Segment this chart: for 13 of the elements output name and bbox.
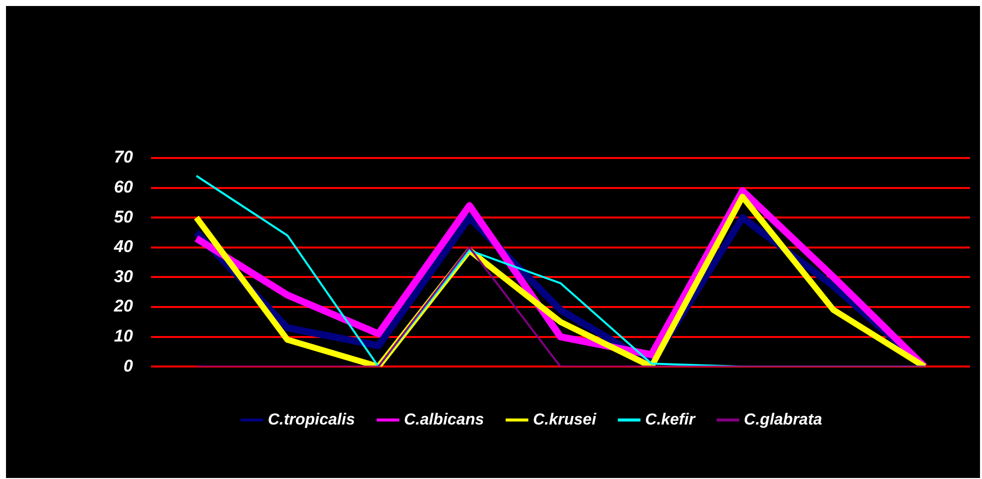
y-tick-label: 70	[114, 148, 134, 167]
y-tick-label: 10	[114, 326, 134, 346]
legend-label: C.tropicalis	[268, 411, 356, 428]
y-tick-label: 40	[112, 237, 134, 256]
legend-label: C.kefir	[645, 411, 696, 428]
y-tick-label: 50	[114, 207, 134, 226]
y-tick-label: 60	[114, 177, 134, 196]
y-tick-label: 0	[123, 356, 134, 376]
legend-label: C.krusei	[532, 411, 597, 428]
y-tick-label: 20	[112, 296, 134, 316]
legend-label: C.albicans	[404, 411, 484, 428]
legend-label: C.glabrata	[744, 411, 822, 428]
y-tick-label: 30	[114, 266, 134, 286]
